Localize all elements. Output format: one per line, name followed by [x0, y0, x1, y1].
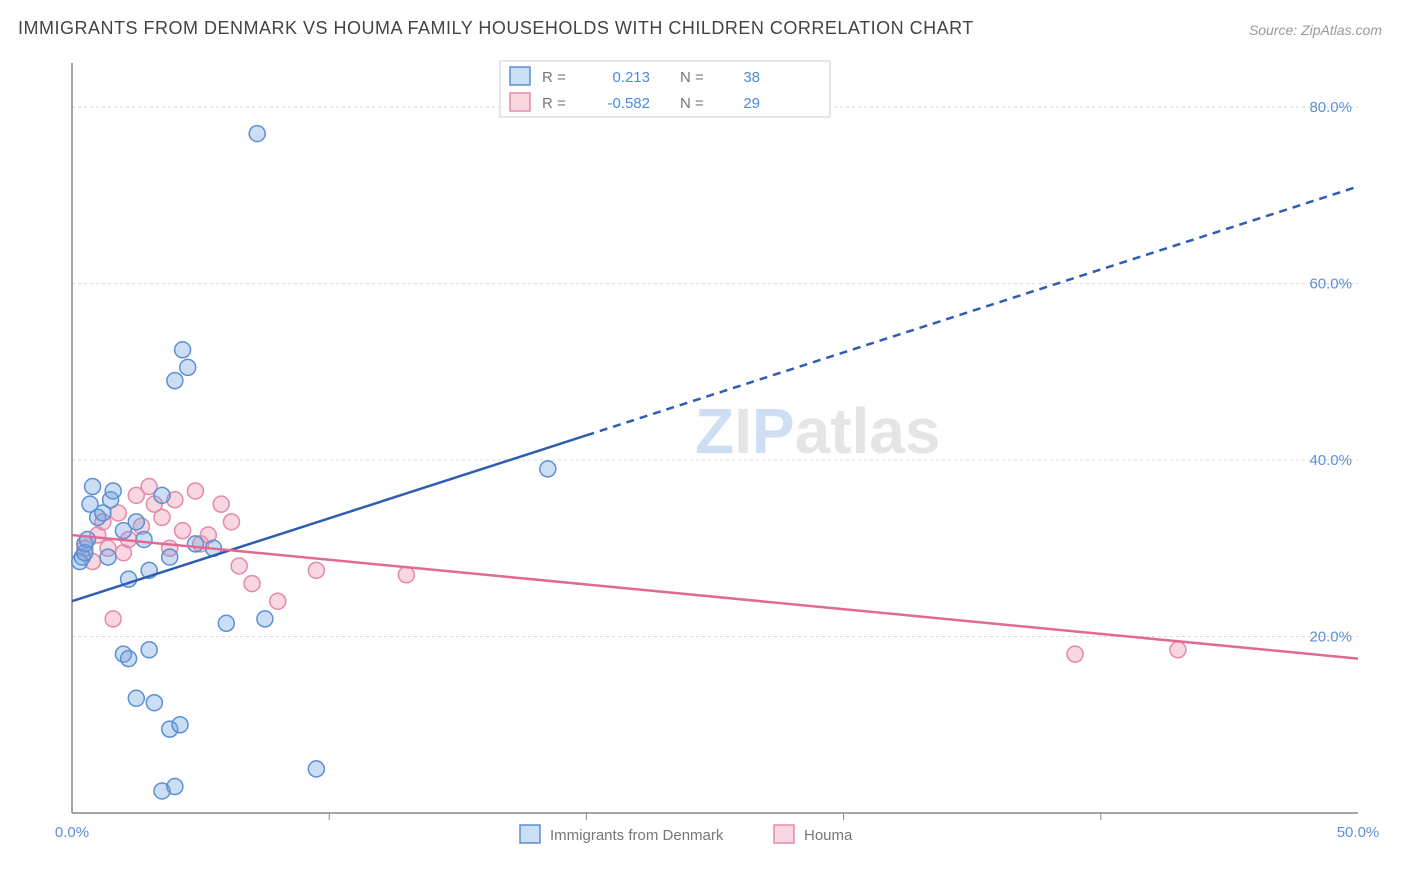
data-point — [257, 611, 273, 627]
data-point — [167, 779, 183, 795]
chart-container: IMMIGRANTS FROM DENMARK VS HOUMA FAMILY … — [0, 0, 1406, 892]
data-point — [249, 126, 265, 142]
data-point — [154, 487, 170, 503]
data-point — [308, 562, 324, 578]
legend-r-value: 0.213 — [612, 69, 650, 86]
legend-n-label: N = — [680, 95, 704, 112]
plot-area: Family Households with Children 20.0%40.… — [50, 55, 1390, 845]
data-point — [244, 576, 260, 592]
data-point — [162, 549, 178, 565]
legend-series-label: Houma — [804, 827, 853, 844]
legend-series-label: Immigrants from Denmark — [550, 827, 724, 844]
data-point — [146, 695, 162, 711]
y-tick-label: 60.0% — [1309, 276, 1352, 293]
data-point — [128, 690, 144, 706]
data-point — [136, 531, 152, 547]
data-point — [218, 615, 234, 631]
legend-top: R = 0.213 N = 38 R = -0.582 N = 29 — [500, 61, 830, 117]
data-point — [175, 523, 191, 539]
data-point — [223, 514, 239, 530]
y-tick-label: 80.0% — [1309, 99, 1352, 116]
data-point — [1170, 642, 1186, 658]
data-point — [180, 359, 196, 375]
data-point — [270, 593, 286, 609]
legend-swatch — [520, 825, 540, 843]
data-point — [175, 342, 191, 358]
data-point — [1067, 646, 1083, 662]
legend-n-value: 29 — [743, 95, 760, 112]
data-point — [308, 761, 324, 777]
legend-r-label: R = — [542, 69, 566, 86]
y-tick-label: 40.0% — [1309, 452, 1352, 469]
watermark: ZIPatlas — [695, 395, 940, 467]
chart-title: IMMIGRANTS FROM DENMARK VS HOUMA FAMILY … — [18, 18, 974, 39]
data-point — [141, 642, 157, 658]
data-point — [231, 558, 247, 574]
data-point — [213, 496, 229, 512]
data-point — [167, 373, 183, 389]
data-point — [187, 483, 203, 499]
data-point — [105, 611, 121, 627]
data-point — [105, 483, 121, 499]
data-point — [121, 651, 137, 667]
source-label: Source: ZipAtlas.com — [1249, 22, 1382, 38]
legend-r-label: R = — [542, 95, 566, 112]
legend-swatch — [510, 93, 530, 111]
scatter-plot-svg: 20.0% 40.0% 60.0% 80.0% 0.0% 50.0% ZIPatlas R =… — [50, 55, 1390, 845]
data-point — [540, 461, 556, 477]
data-point — [85, 479, 101, 495]
legend-r-value: -0.582 — [607, 95, 650, 112]
data-point — [79, 531, 95, 547]
legend-swatch — [774, 825, 794, 843]
data-point — [128, 514, 144, 530]
data-point — [187, 536, 203, 552]
x-tick-label: 50.0% — [1337, 824, 1380, 841]
data-point — [172, 717, 188, 733]
data-point — [154, 509, 170, 525]
x-tick-label: 0.0% — [55, 824, 89, 841]
legend-n-value: 38 — [743, 69, 760, 86]
legend-swatch — [510, 67, 530, 85]
legend-n-label: N = — [680, 69, 704, 86]
data-point — [100, 549, 116, 565]
y-tick-label: 20.0% — [1309, 629, 1352, 646]
legend-bottom: Immigrants from Denmark Houma — [520, 825, 853, 844]
data-point — [398, 567, 414, 583]
